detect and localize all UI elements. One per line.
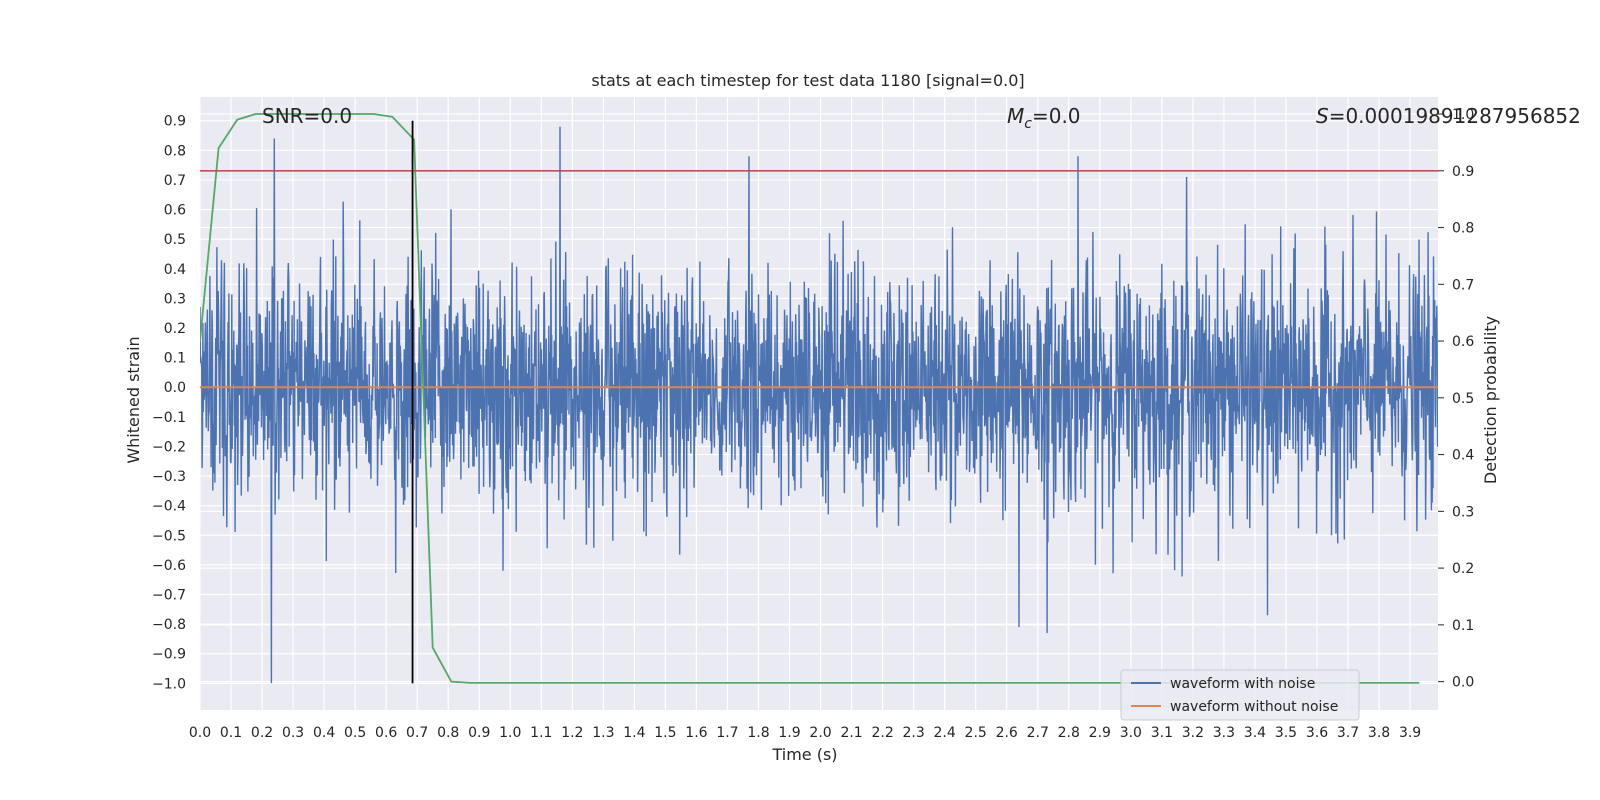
x-tick-label: 2.6	[996, 725, 1018, 741]
x-tick-label: 2.9	[1089, 725, 1111, 741]
y-tick-label-right: 0.4	[1452, 448, 1474, 464]
x-tick-label: 1.9	[778, 725, 800, 741]
x-tick-label: 2.4	[934, 725, 956, 741]
y-tick-label-left: −0.9	[152, 647, 186, 663]
x-tick-label: 0.3	[282, 725, 304, 741]
x-tick-label: 2.8	[1058, 725, 1080, 741]
series-detection-probability	[200, 113, 1420, 684]
x-tick-label: 1.3	[592, 725, 614, 741]
x-tick-label: 1.5	[654, 725, 676, 741]
y-axis-label-left: Whitened strain	[124, 336, 143, 463]
x-tick-label: 1.2	[561, 725, 583, 741]
x-tick-label: 3.6	[1306, 725, 1328, 741]
x-tick-label: 0.0	[189, 725, 211, 741]
x-tick-label: 3.4	[1244, 725, 1266, 741]
x-tick-label: 3.9	[1399, 725, 1421, 741]
x-tick-label: 2.3	[903, 725, 925, 741]
x-tick-label: 1.0	[499, 725, 521, 741]
x-tick-label: 1.1	[530, 725, 552, 741]
x-tick-label: 0.9	[468, 725, 490, 741]
x-tick-label: 2.2	[871, 725, 893, 741]
y-tick-label-left: −0.8	[152, 617, 186, 633]
y-tick-label-right: 0.9	[1452, 164, 1474, 180]
annotation-s-value: =0.00019891287956852	[1329, 104, 1581, 128]
annotation-mc-value: =0.0	[1032, 104, 1081, 128]
x-axis-label: Time (s)	[771, 745, 837, 764]
y-tick-label-left: −0.3	[152, 469, 186, 485]
y-tick-label-left: 0.4	[164, 262, 186, 278]
y-tick-label-right: 0.3	[1452, 504, 1474, 520]
waveform-with-noise-line	[200, 126, 1438, 684]
x-tick-label: 3.7	[1337, 725, 1359, 741]
y-axis-left: 0.9 0.8 0.7 0.6 0.5 0.4 0.3 0.2 0.1 0.0 −0.1 −0.2 −0…	[152, 114, 186, 693]
x-tick-label: 0.5	[344, 725, 366, 741]
annotation-mc-sub: c	[1024, 116, 1032, 132]
x-tick-label: 0.6	[375, 725, 397, 741]
y-axis-label-right: Detection probability	[1481, 316, 1500, 484]
annotation-snr: SNR=0.0	[262, 104, 352, 128]
y-tick-label-left: 0.8	[164, 143, 186, 159]
y-tick-label-left: 0.1	[164, 351, 186, 367]
legend-label-clean: waveform without noise	[1170, 699, 1338, 715]
y-axis-right: 1.0 0.9 0.8 0.7 0.6 0.5 0.4 0.3 0.2 0.1 0.0	[1438, 107, 1474, 691]
x-tick-label: 0.2	[251, 725, 273, 741]
annotation-mc-symbol: M	[1007, 104, 1024, 128]
x-tick-label: 2.1	[840, 725, 862, 741]
detection-probability-line	[200, 113, 1420, 684]
annotation-mc: Mc=0.0	[1007, 104, 1081, 132]
x-tick-label: 0.7	[406, 725, 428, 741]
y-tick-label-left: 0.9	[164, 114, 186, 130]
y-tick-label-right: 0.6	[1452, 334, 1474, 350]
y-tick-label-left: −0.2	[152, 439, 186, 455]
x-tick-label: 2.7	[1027, 725, 1049, 741]
y-tick-label-right: 0.8	[1452, 221, 1474, 237]
legend-box	[1120, 669, 1360, 721]
y-tick-label-left: −0.4	[152, 499, 186, 515]
x-tick-label: 1.6	[685, 725, 707, 741]
x-tick-label: 3.0	[1120, 725, 1142, 741]
y-tick-label-left: −0.5	[152, 528, 186, 544]
x-tick-label: 1.8	[747, 725, 769, 741]
x-tick-label: 1.4	[623, 725, 645, 741]
x-tick-label: 3.1	[1151, 725, 1173, 741]
y-tick-label-left: −0.6	[152, 558, 186, 574]
annotation-s-symbol: S	[1316, 104, 1329, 128]
x-tick-label: 0.1	[220, 725, 242, 741]
x-tick-label: 3.3	[1213, 725, 1235, 741]
y-tick-label-left: −1.0	[152, 676, 186, 692]
x-tick-label: 2.0	[809, 725, 831, 741]
y-tick-label-left: 0.0	[164, 380, 186, 396]
annotation-s: S=0.00019891287956852	[1316, 104, 1581, 128]
x-axis: 0.0 0.1 0.2 0.3 0.4 0.5 0.6 0.7 0.8 0.9 1.0 1.1 1.2 1…	[189, 725, 1421, 741]
x-tick-label: 3.8	[1368, 725, 1390, 741]
y-tick-label-left: 0.5	[164, 232, 186, 248]
series-waveform-with-noise	[200, 126, 1438, 684]
x-tick-label: 3.5	[1275, 725, 1297, 741]
y-tick-label-right: 1.0	[1452, 107, 1474, 123]
y-tick-label-right: 0.5	[1452, 391, 1474, 407]
x-tick-label: 1.7	[716, 725, 738, 741]
x-tick-label: 0.4	[313, 725, 335, 741]
x-tick-label: 2.5	[965, 725, 987, 741]
y-tick-label-right: 0.2	[1452, 561, 1474, 577]
y-tick-label-left: 0.2	[164, 321, 186, 337]
reference-lines	[200, 120, 1438, 684]
legend-label-noise: waveform with noise	[1170, 676, 1315, 692]
y-tick-label-left: 0.7	[164, 173, 186, 189]
y-tick-label-right: 0.7	[1452, 277, 1474, 293]
x-tick-label: 3.2	[1182, 725, 1204, 741]
y-tick-label-left: 0.3	[164, 291, 186, 307]
y-tick-label-left: −0.1	[152, 410, 186, 426]
chart-title: stats at each timestep for test data 118…	[591, 71, 1024, 90]
y-tick-label-left: 0.6	[164, 203, 186, 219]
legend: waveform with noise waveform without noi…	[1120, 669, 1360, 721]
x-tick-label: 0.8	[437, 725, 459, 741]
y-tick-label-left: −0.7	[152, 588, 186, 604]
y-tick-label-right: 0.1	[1452, 618, 1474, 634]
y-tick-label-right: 0.0	[1452, 675, 1474, 691]
